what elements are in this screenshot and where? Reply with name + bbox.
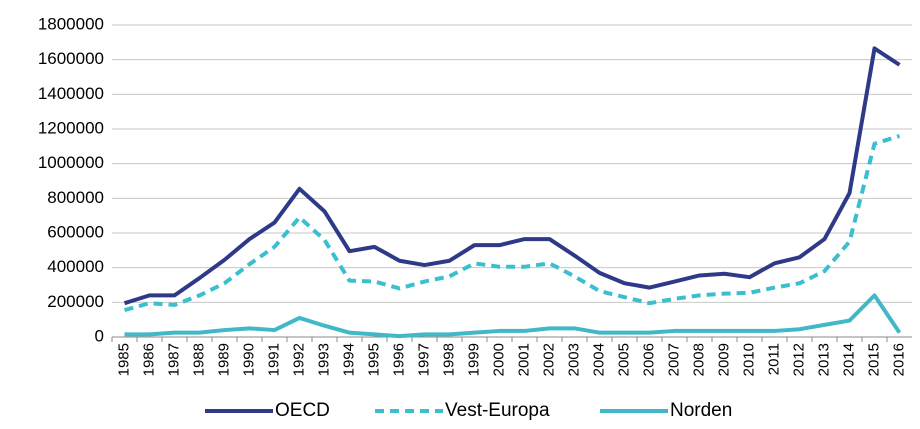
x-tick-label: 1998 — [440, 343, 457, 376]
series-line — [124, 293, 902, 339]
x-tick-label: 2001 — [515, 343, 532, 376]
x-tick-label: 1992 — [290, 343, 307, 376]
x-tick-label: 2004 — [590, 343, 607, 376]
x-tick-label: 1987 — [165, 343, 182, 376]
legend-label: Vest-Europa — [445, 400, 550, 421]
x-tick-label: 1986 — [140, 343, 157, 376]
x-tick-label: 2006 — [640, 343, 657, 376]
x-tick-label: 1994 — [340, 343, 357, 376]
x-tick-label: 2013 — [815, 343, 832, 376]
series-line — [123, 46, 901, 306]
x-tick-label: 2005 — [615, 343, 632, 376]
y-tick-label: 800000 — [47, 188, 104, 207]
x-tick-label: 1995 — [365, 343, 382, 376]
legend-label: OECD — [275, 400, 330, 421]
x-tick-label: 1999 — [465, 343, 482, 376]
x-tick-label: 1990 — [240, 343, 257, 376]
x-tick-label: 2002 — [540, 343, 557, 376]
x-tick-label: 2014 — [840, 343, 857, 376]
x-tick-label: 2015 — [865, 343, 882, 376]
x-tick-label: 1985 — [115, 343, 132, 376]
x-tick-label: 1991 — [265, 343, 282, 376]
y-tick-label: 1800000 — [38, 14, 104, 33]
x-tick-label: 1996 — [390, 343, 407, 376]
x-tick-label: 2003 — [565, 343, 582, 376]
x-tick-label: 2012 — [790, 343, 807, 376]
x-tick-label: 2016 — [890, 343, 907, 376]
y-tick-label: 200000 — [47, 292, 104, 311]
y-tick-label: 600000 — [47, 222, 104, 241]
y-tick-label: 1600000 — [38, 49, 104, 68]
y-tick-label: 1000000 — [38, 153, 104, 172]
x-tick-label: 2000 — [490, 343, 507, 376]
series-line — [123, 134, 901, 313]
legend-label: Norden — [670, 400, 732, 421]
y-tick-label: 0 — [95, 326, 104, 345]
x-tick-label: 2007 — [665, 343, 682, 376]
x-tick-label: 1993 — [315, 343, 332, 376]
y-tick-label: 1400000 — [38, 84, 104, 103]
x-tick-label: 1997 — [415, 343, 432, 376]
y-tick-label: 400000 — [47, 257, 104, 276]
y-tick-label: 1200000 — [38, 118, 104, 137]
x-tick-label: 2009 — [715, 343, 732, 376]
x-tick-label: 1988 — [190, 343, 207, 376]
x-tick-label: 2008 — [690, 343, 707, 376]
x-tick-label: 2010 — [740, 343, 757, 376]
x-tick-label: 2011 — [765, 343, 782, 375]
x-tick-label: 1989 — [215, 343, 232, 376]
